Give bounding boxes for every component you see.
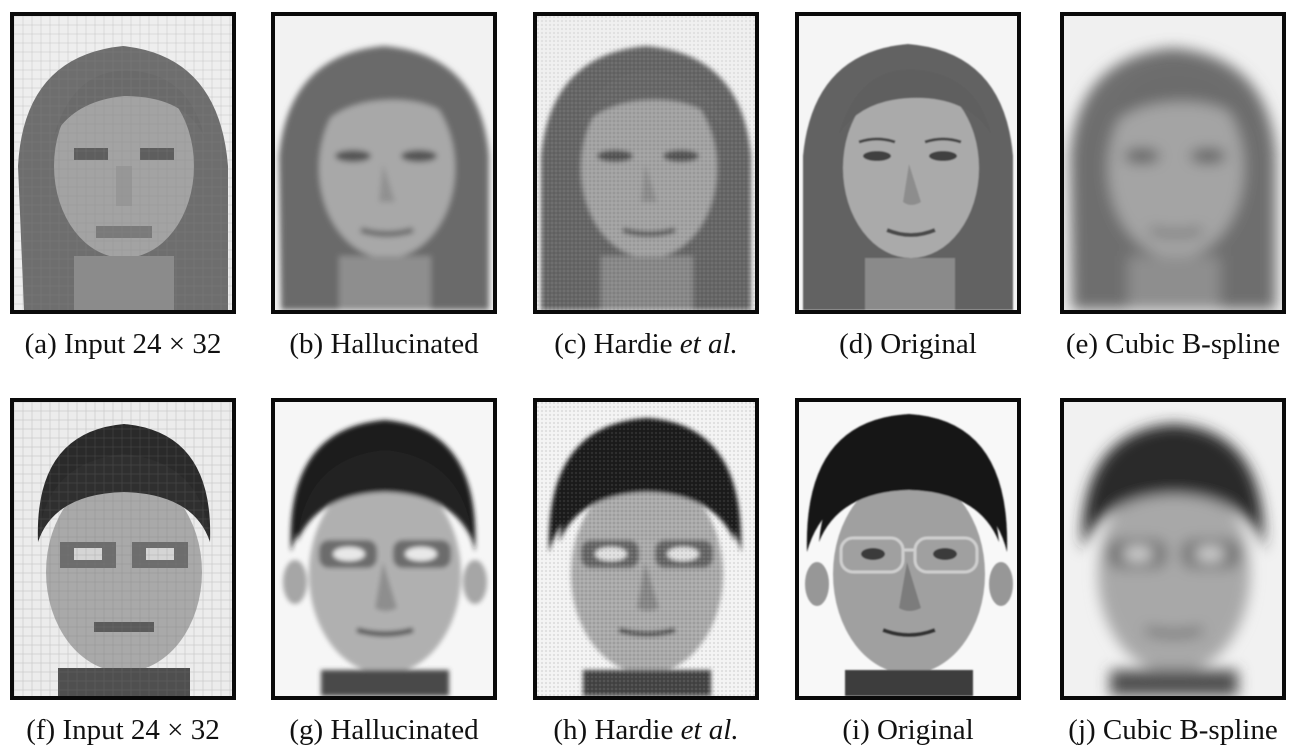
image-frame xyxy=(795,398,1021,700)
face-image-man-bspline xyxy=(1064,402,1282,696)
face-image-man-hardie xyxy=(537,402,755,696)
face-image-woman-bspline xyxy=(1064,16,1282,310)
face-image-woman-input xyxy=(14,16,232,310)
caption: (h) Hardie et al. xyxy=(513,710,779,750)
caption: (a) Input 24 × 32 xyxy=(24,328,222,360)
face-image-man-input xyxy=(14,402,232,696)
image-frame xyxy=(1060,12,1286,314)
caption-text: (c) Hardie xyxy=(554,328,680,360)
caption: (i) Original xyxy=(842,714,974,746)
image-frame xyxy=(10,398,236,700)
image-frame xyxy=(533,398,759,700)
face-image-woman-hallucinated xyxy=(275,16,493,310)
caption: (e) Cubic B-spline xyxy=(1065,328,1281,360)
caption: (f) Input 24 × 32 xyxy=(26,714,220,746)
caption: (g) Hallucinated xyxy=(289,714,479,746)
image-frame xyxy=(533,12,759,314)
face-image-man-original xyxy=(799,402,1017,696)
image-frame xyxy=(795,12,1021,314)
image-frame xyxy=(10,12,236,314)
image-frame xyxy=(271,12,497,314)
caption: (j) Cubic B-spline xyxy=(1068,714,1278,746)
face-image-man-hallucinated xyxy=(275,402,493,696)
image-frame xyxy=(1060,398,1286,700)
caption-text: (h) Hardie xyxy=(553,714,681,746)
caption: (c) Hardie et al. xyxy=(513,324,779,364)
caption: (b) Hallucinated xyxy=(289,328,479,360)
face-image-woman-hardie xyxy=(537,16,755,310)
caption-italic: et al. xyxy=(680,714,739,746)
face-image-woman-original xyxy=(799,16,1017,310)
image-frame xyxy=(271,398,497,700)
caption-italic: et al. xyxy=(679,328,738,360)
caption: (d) Original xyxy=(839,328,977,360)
